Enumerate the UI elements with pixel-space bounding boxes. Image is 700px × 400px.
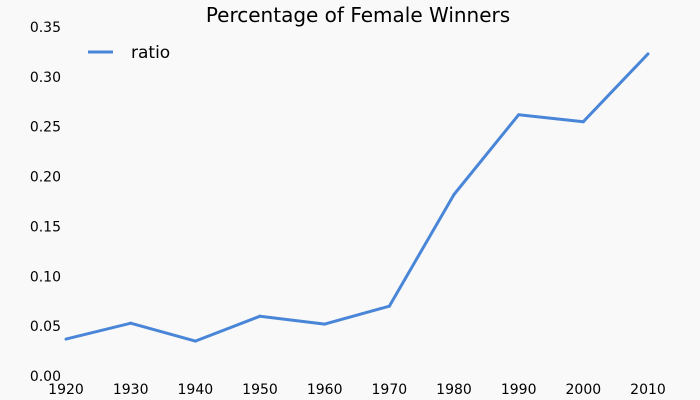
data-point-ratio-1990: [517, 113, 521, 117]
x-axis-ticks: 1920 1930 1940 1950 1960 1970 1980 1990 2000 2010: [48, 382, 666, 398]
y-tick-label: 0.00: [30, 369, 61, 385]
y-tick-label: 0.20: [30, 170, 61, 186]
data-point-ratio-1970: [387, 304, 391, 308]
x-tick-label: 1980: [436, 382, 472, 398]
data-point-ratio-1920: [64, 337, 68, 341]
data-point-ratio-1940: [193, 339, 197, 343]
y-tick-label: 0.05: [30, 319, 61, 335]
y-tick-label: 0.25: [30, 120, 61, 136]
x-tick-label: 1990: [501, 382, 537, 398]
x-tick-label: 1940: [178, 382, 214, 398]
x-tick-label: 1930: [113, 382, 149, 398]
data-point-ratio-2000: [581, 120, 585, 124]
x-tick-label: 1950: [242, 382, 278, 398]
x-tick-label: 2000: [566, 382, 602, 398]
x-tick-label: 1920: [48, 382, 84, 398]
y-tick-label: 0.10: [30, 269, 61, 285]
x-tick-label: 1960: [307, 382, 343, 398]
chart-title: Percentage of Female Winners: [206, 3, 510, 27]
y-axis-ticks: 0.00 0.05 0.10 0.15 0.20 0.25 0.30 0.35: [30, 20, 61, 385]
legend-label-ratio: ratio: [131, 43, 170, 63]
data-point-ratio-1950: [258, 314, 262, 318]
series-line-ratio: [65, 52, 650, 343]
data-point-ratio-1960: [323, 322, 327, 326]
data-point-ratio-1930: [129, 321, 133, 325]
y-tick-label: 0.30: [30, 70, 61, 86]
data-point-ratio-1980: [452, 193, 456, 197]
y-tick-label: 0.35: [30, 20, 61, 36]
x-tick-label: 1970: [372, 382, 408, 398]
x-tick-label: 2010: [630, 382, 666, 398]
legend: ratio: [88, 43, 170, 63]
y-tick-label: 0.15: [30, 219, 61, 235]
data-point-ratio-2010: [646, 52, 650, 56]
series-layer: [64, 52, 650, 343]
